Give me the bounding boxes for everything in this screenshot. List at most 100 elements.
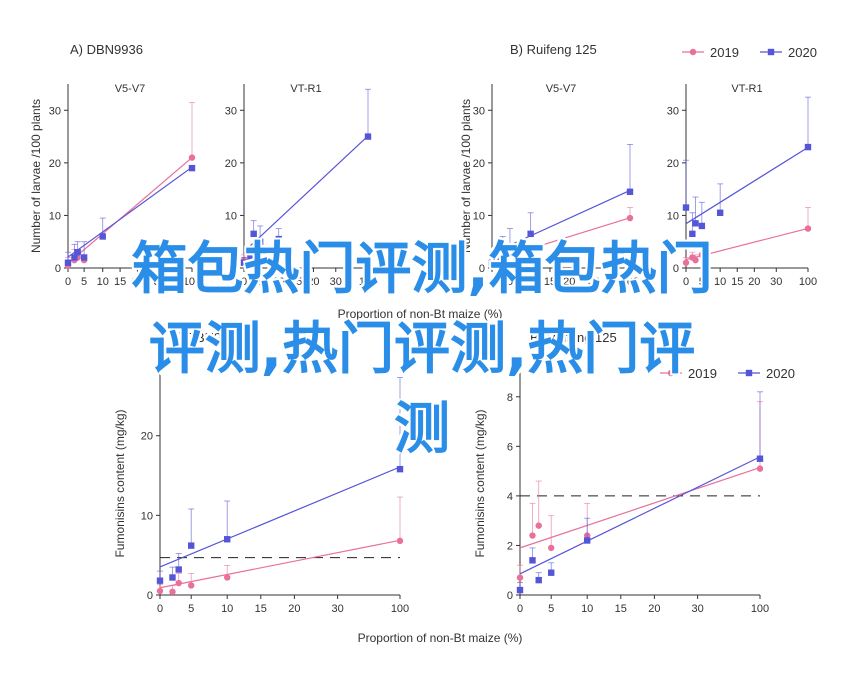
legend-label-2020: 2020: [766, 366, 795, 381]
series-trend-line: [67, 157, 193, 264]
y-tick-label: 0: [673, 263, 679, 275]
x-tick-label: 30: [331, 603, 343, 615]
x-tick-label: 10: [273, 276, 285, 288]
overlay-line-2: 评测,热门评测,热门评: [148, 317, 696, 382]
y-tick-label: 20: [49, 158, 61, 170]
panel-title: A) DBN9936: [170, 330, 243, 345]
data-point-2020: [682, 204, 690, 211]
x-tick-label: 15: [544, 276, 556, 288]
panel-subtitle: V5-V7: [546, 83, 577, 95]
data-point-2019: [548, 544, 555, 552]
x-tick-label: 30: [770, 276, 782, 288]
x-tick-label: 5: [699, 276, 705, 288]
y-tick-label: 2: [507, 540, 513, 552]
x-tick-label: 20: [648, 603, 660, 615]
data-point-2020: [247, 254, 254, 261]
x-tick-label: 15: [114, 276, 126, 288]
x-tick-label: 20: [563, 276, 575, 288]
data-point-2020: [256, 238, 264, 245]
data-point-2020: [756, 455, 764, 462]
x-tick-label: 100: [183, 276, 201, 288]
y-tick-label: 20: [225, 158, 237, 170]
legend-label-2020: 2020: [788, 45, 817, 60]
legend-marker-2019: [667, 369, 675, 377]
data-point-2020: [156, 577, 164, 584]
y-tick-label: 10: [667, 210, 679, 222]
x-tick-label: 0: [241, 276, 247, 288]
data-point-2019: [698, 251, 706, 259]
series-trend-line: [685, 146, 809, 225]
x-tick-label: 100: [359, 276, 377, 288]
x-tick-label: 10: [525, 276, 537, 288]
data-point-2020: [488, 259, 496, 266]
data-point-2020: [698, 222, 706, 230]
data-point-2020: [224, 536, 231, 543]
y-tick-label: 10: [473, 210, 485, 222]
x-tick-label: 0: [683, 276, 689, 288]
y-axis-label: Fumonisins content (mg/kg): [113, 409, 127, 557]
data-point-2020: [626, 188, 634, 195]
data-point-2020: [396, 465, 404, 473]
legend-marker-2020: [767, 48, 775, 56]
data-point-2019: [156, 587, 164, 595]
x-tick-label: 100: [621, 276, 639, 288]
y-tick-label: 10: [49, 210, 61, 222]
data-point-2019: [396, 537, 404, 545]
x-tick-label: 20: [131, 276, 143, 288]
data-point-2019: [756, 465, 764, 472]
series-trend-line: [243, 135, 369, 253]
y-tick-label: 0: [55, 263, 61, 275]
overlay-line-3: 测: [394, 397, 450, 462]
y-tick-label: 0: [147, 590, 153, 602]
data-point-2020: [495, 254, 503, 261]
x-tick-label: 10: [714, 276, 726, 288]
panel-subtitle: V5-V7: [115, 83, 146, 95]
data-point-2019: [626, 214, 634, 222]
data-point-2019: [224, 574, 231, 581]
y-tick-label: 30: [667, 105, 679, 117]
y-tick-label: 20: [141, 431, 153, 443]
y-tick-label: 10: [225, 210, 237, 222]
x-tick-label: 100: [391, 603, 409, 615]
overlay-line-1: 箱包热门评测,箱包热门: [131, 237, 713, 302]
data-point-2020: [74, 249, 81, 256]
panel-title: A) DBN9936: [70, 42, 143, 57]
series-trend-line: [159, 539, 401, 589]
data-point-2020: [527, 230, 534, 238]
data-point-2019: [188, 582, 195, 589]
y-tick-label: 20: [667, 158, 679, 170]
data-point-2020: [175, 566, 182, 573]
series-trend-line: [519, 456, 761, 575]
series-trend-line: [67, 166, 193, 258]
data-point-2020: [364, 133, 372, 140]
panel-title: B) Ruifeng 125: [510, 42, 597, 57]
data-point-2020: [188, 164, 196, 172]
x-tick-label: 5: [257, 276, 263, 288]
y-tick-label: 30: [473, 105, 485, 117]
x-axis-label-top: Proportion of non-Bt maize (%): [338, 307, 503, 321]
x-tick-label: 0: [517, 603, 523, 615]
series-trend-line: [491, 217, 631, 262]
y-axis-label: Number of larvae /100 plants: [459, 99, 473, 253]
x-tick-label: 15: [615, 603, 627, 615]
x-tick-label: 15: [255, 603, 267, 615]
data-point-2019: [692, 256, 699, 264]
x-tick-label: 100: [799, 276, 817, 288]
data-point-2019: [535, 522, 542, 529]
y-tick-label: 4: [507, 491, 513, 503]
series-trend-line: [491, 189, 631, 254]
y-tick-label: 0: [479, 263, 485, 275]
x-tick-label: 5: [188, 603, 194, 615]
data-point-2020: [99, 233, 106, 240]
data-point-2019: [175, 579, 182, 587]
legend-marker-2020: [745, 369, 753, 377]
data-point-2019: [804, 225, 812, 232]
data-point-2020: [64, 259, 72, 266]
x-tick-label: 30: [691, 603, 703, 615]
data-point-2020: [804, 143, 812, 151]
y-tick-label: 0: [231, 263, 237, 275]
x-tick-label: 30: [588, 276, 600, 288]
data-point-2020: [250, 230, 257, 238]
legend-label-2019: 2019: [710, 45, 739, 60]
data-point-2019: [516, 574, 524, 581]
